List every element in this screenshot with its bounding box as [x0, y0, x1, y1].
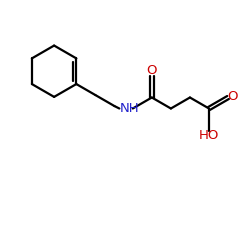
- Text: O: O: [228, 90, 238, 103]
- Text: O: O: [146, 64, 157, 76]
- Text: NH: NH: [119, 102, 139, 115]
- Text: HO: HO: [199, 130, 219, 142]
